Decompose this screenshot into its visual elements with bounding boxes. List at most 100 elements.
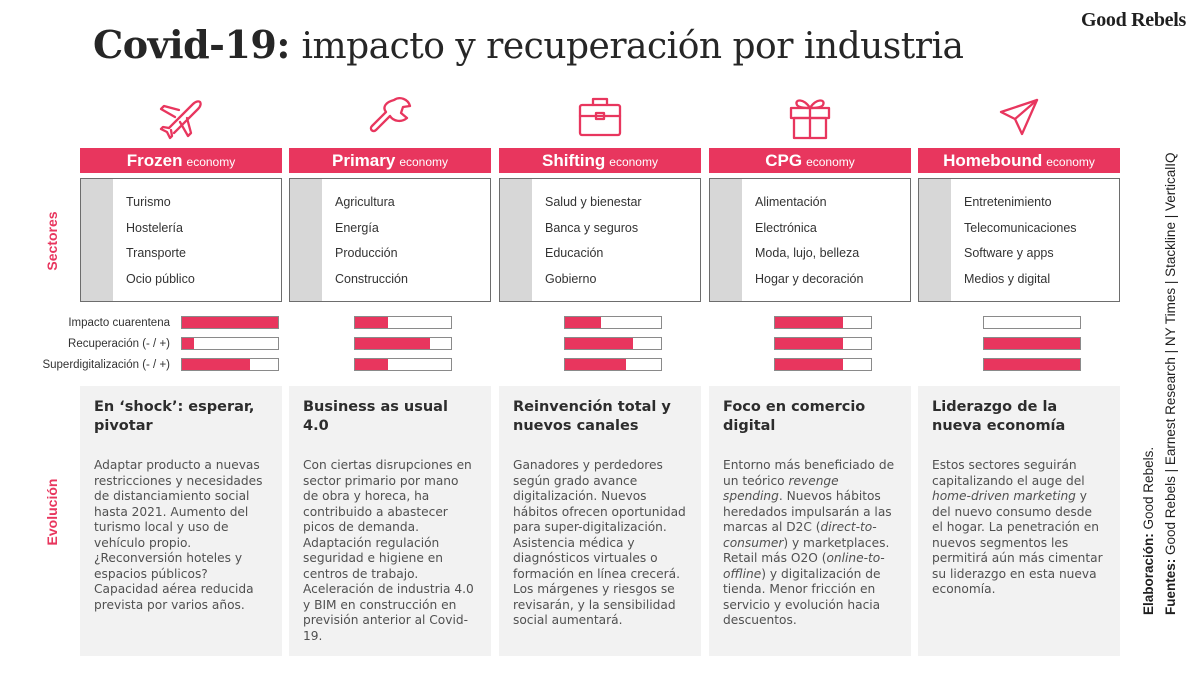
- metric-bar-fill: [565, 317, 602, 328]
- evolution-text: Ganadores y perdedores según grado avanc…: [513, 458, 686, 627]
- credits-elaboracion-value: Good Rebels.: [1141, 446, 1156, 530]
- sector-item: Construcción: [335, 271, 408, 286]
- metric-label: Recuperación (- / +): [68, 338, 170, 350]
- metric-bar-fill: [775, 359, 844, 370]
- evolution-text: Adaptar producto a nuevas restricciones …: [94, 458, 263, 612]
- metric-bar-fill: [182, 359, 251, 370]
- sectors-sidebar: [81, 179, 113, 301]
- metric-bar-fill: [182, 317, 278, 328]
- sectors-box-primary: Agricultura Energía Producción Construcción: [289, 178, 491, 302]
- evolution-text: Con ciertas disrupciones en sector prima…: [303, 458, 474, 643]
- evolution-panel-cpg: Foco en comercio digital Entorno más bene…: [709, 386, 911, 656]
- metric-bar-fill: [355, 359, 388, 370]
- evolution-text-part: Estos sectores seguirán capitalizando el…: [932, 458, 1085, 488]
- header-cpg: CPG economy: [709, 148, 911, 173]
- sector-item: Entretenimiento: [964, 195, 1052, 209]
- header-homebound: Homebound economy: [918, 148, 1120, 173]
- metric-bar-primary-3: [354, 358, 452, 371]
- header-shifting: Shifting economy: [499, 148, 701, 173]
- evolution-text-italic: home-driven marketing: [932, 489, 1076, 503]
- sectors-row-label: Sectores: [44, 211, 60, 271]
- credits-fuentes-value: Good Rebels | Earnest Research | NY Time…: [1163, 152, 1178, 555]
- header-economy: economy: [609, 155, 658, 169]
- metric-label: Superdigitalización (- / +): [42, 359, 170, 371]
- briefcase-icon: [574, 90, 626, 142]
- evolution-text-part: Entorno más beneficiado de un teórico: [723, 458, 895, 488]
- sectors-list: Entretenimiento Telecomunicaciones Softwar…: [964, 190, 1077, 292]
- sector-item: Electrónica: [755, 220, 817, 235]
- sector-item: Moda, lujo, belleza: [755, 246, 860, 260]
- metric-bar-cpg-1: [774, 316, 872, 329]
- metric-bar-frozen-1: [181, 316, 279, 329]
- metric-bar-homebound-2: [983, 337, 1081, 350]
- metric-bar-frozen-3: [181, 358, 279, 371]
- wrench-icon: [364, 90, 416, 142]
- sectors-box-frozen: Turismo Hostelería Transporte Ocio público: [80, 178, 282, 302]
- credits-fuentes-label: Fuentes:: [1163, 558, 1178, 615]
- sectors-list: Salud y bienestar Banca y seguros Educació…: [545, 190, 642, 292]
- metric-bar-shifting-1: [564, 316, 662, 329]
- metric-label: Impacto cuarentena: [68, 317, 170, 329]
- metric-bar-shifting-3: [564, 358, 662, 371]
- evolution-text-italic: revenge spending: [723, 473, 839, 504]
- title-bold: Covid-19:: [93, 22, 290, 67]
- gift-icon: [784, 90, 836, 142]
- evolution-text-italic: direct-to-consumer: [723, 520, 877, 550]
- header-economy: economy: [186, 155, 236, 169]
- evolution-panel-primary: Business as usual 4.0 Con ciertas disrupc…: [289, 386, 491, 656]
- sector-item: Agricultura: [335, 195, 395, 209]
- metric-bar-fill: [182, 338, 195, 349]
- metric-bar-frozen-2: [181, 337, 279, 350]
- sector-item: Producción: [335, 246, 398, 260]
- sectors-sidebar: [710, 179, 742, 301]
- metric-bar-shifting-2: [564, 337, 662, 350]
- header-name: CPG: [765, 151, 803, 170]
- metric-bar-fill: [355, 338, 430, 349]
- credits-fuentes: Fuentes: Good Rebels | Earnest Research …: [1160, 135, 1182, 615]
- sector-item: Alimentación: [755, 195, 827, 209]
- sectors-list: Turismo Hostelería Transporte Ocio público: [126, 190, 195, 292]
- sectors-box-cpg: Alimentación Electrónica Moda, lujo, belle…: [709, 178, 911, 302]
- metric-bar-fill: [355, 317, 388, 328]
- sectors-sidebar: [919, 179, 951, 301]
- header-name: Frozen: [126, 151, 183, 170]
- brand-logo: Good Rebels: [1080, 9, 1186, 31]
- sector-item: Software y apps: [964, 246, 1054, 260]
- metric-bar-fill: [775, 338, 844, 349]
- sector-item: Educación: [545, 246, 604, 260]
- evolution-text-italic: online-to-offline: [723, 551, 885, 581]
- page-title: Covid-19: impacto y recuperación por ind…: [93, 22, 964, 67]
- metric-bar-primary-1: [354, 316, 452, 329]
- header-frozen: Frozen economy: [80, 148, 282, 173]
- evolution-text-part: y del nuevo consumo desde el hogar. La p…: [932, 489, 1103, 596]
- evolution-headline: Liderazgo de la nueva economía: [932, 399, 1066, 434]
- metric-bar-primary-2: [354, 337, 452, 350]
- header-primary: Primary economy: [289, 148, 491, 173]
- title-rest: impacto y recuperación por industria: [301, 26, 964, 67]
- sector-item: Ocio público: [126, 271, 195, 286]
- evolution-headline: Reinvención total y nuevos canales: [513, 399, 671, 434]
- sectors-box-shifting: Salud y bienestar Banca y seguros Educació…: [499, 178, 701, 302]
- metric-bar-homebound-1: [983, 316, 1081, 329]
- metric-bar-cpg-3: [774, 358, 872, 371]
- sectors-sidebar: [290, 179, 322, 301]
- evolution-headline: En ‘shock’: esperar, pivotar: [94, 399, 255, 434]
- evolution-panel-frozen: En ‘shock’: esperar, pivotar Adaptar prod…: [80, 386, 282, 656]
- header-name: Homebound: [943, 151, 1043, 170]
- metric-bar-fill: [984, 338, 1080, 349]
- sector-item: Gobierno: [545, 271, 597, 286]
- credits-elaboracion: Elaboración: Good Rebels.: [1138, 135, 1160, 615]
- credits: Elaboración: Good Rebels. Fuentes: Good …: [1138, 135, 1182, 615]
- sector-item: Turismo: [126, 195, 171, 209]
- sectors-list: Alimentación Electrónica Moda, lujo, belle…: [755, 190, 863, 292]
- header-name: Primary: [331, 151, 396, 170]
- metric-bar-fill: [565, 359, 627, 370]
- sector-item: Hostelería: [126, 220, 183, 235]
- metric-bar-fill: [565, 338, 634, 349]
- evolution-headline: Business as usual 4.0: [303, 399, 448, 434]
- evolution-panel-shifting: Reinvención total y nuevos canales Ganado…: [499, 386, 701, 656]
- evolution-panel-homebound: Liderazgo de la nueva economía Estos sect…: [918, 386, 1120, 656]
- sector-item: Salud y bienestar: [545, 195, 642, 209]
- sector-item: Transporte: [126, 246, 186, 260]
- evolution-headline: Foco en comercio digital: [723, 399, 866, 434]
